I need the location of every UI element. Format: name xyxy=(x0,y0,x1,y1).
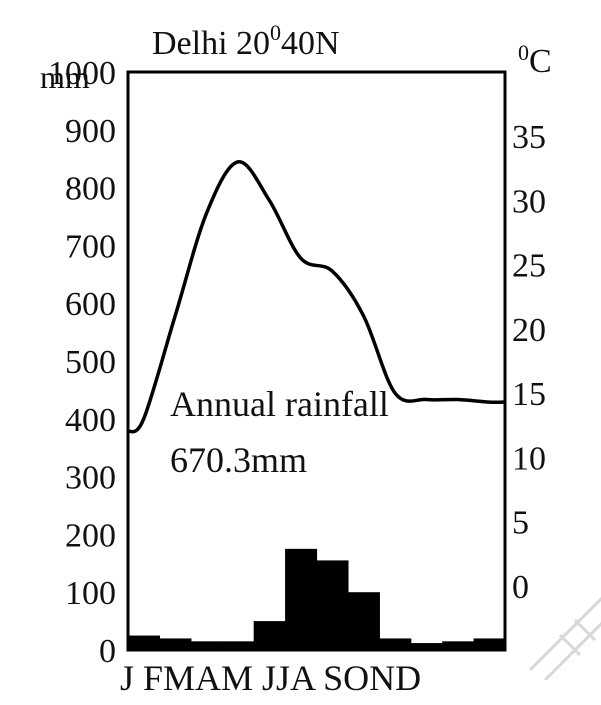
right-tick-label-3: 20 xyxy=(512,312,546,349)
chart-title: Delhi 20040N xyxy=(152,20,340,62)
temperature-line xyxy=(126,160,506,434)
right-tick-label-1: 30 xyxy=(512,183,546,220)
left-tick-label-8: 200 xyxy=(65,517,116,554)
rainfall-bars xyxy=(128,548,506,650)
rainfall-bar-9 xyxy=(379,638,412,650)
annotation-line-2: 670.3mm xyxy=(170,440,307,480)
right-tick-label-7: 0 xyxy=(512,569,529,606)
left-tick-label-3: 700 xyxy=(65,228,116,265)
right-tick-label-4: 15 xyxy=(512,376,546,413)
left-tick-label-7: 300 xyxy=(65,460,116,497)
plot-frame xyxy=(126,70,507,652)
rainfall-bar-4 xyxy=(222,641,255,650)
left-tick-label-1: 900 xyxy=(65,113,116,150)
rainfall-bar-11 xyxy=(442,641,475,650)
left-tick-label-0: 1000 xyxy=(48,55,116,92)
rainfall-bar-3 xyxy=(190,641,223,650)
left-axis-unit: mm xyxy=(40,59,90,95)
left-tick-label-5: 500 xyxy=(65,344,116,381)
left-tick-label-4: 600 xyxy=(65,286,116,323)
rainfall-bar-5 xyxy=(253,621,286,650)
left-tick-label-10: 0 xyxy=(99,633,116,670)
x-axis-month-labels: J FMAM JJA SOND xyxy=(120,658,421,698)
right-tick-label-0: 35 xyxy=(512,119,546,156)
rainfall-bar-7 xyxy=(316,560,349,650)
left-tick-label-2: 800 xyxy=(65,171,116,208)
annotation-line-1: Annual rainfall xyxy=(170,384,389,424)
left-tick-label-6: 400 xyxy=(65,402,116,439)
rainfall-bar-8 xyxy=(347,592,380,650)
right-axis-unit: 0C xyxy=(518,40,552,80)
right-axis-ticks: 35 30 25 20 15 10 5 0 xyxy=(512,119,546,606)
rainfall-bar-6 xyxy=(285,548,318,650)
left-tick-label-9: 100 xyxy=(65,575,116,612)
right-tick-label-5: 10 xyxy=(512,440,546,477)
rainfall-bar-12 xyxy=(473,638,506,650)
rainfall-bar-1 xyxy=(128,635,161,650)
right-tick-label-2: 25 xyxy=(512,248,546,285)
right-tick-label-6: 5 xyxy=(512,505,529,542)
rainfall-bar-2 xyxy=(159,638,192,650)
rainfall-bar-10 xyxy=(410,643,443,650)
